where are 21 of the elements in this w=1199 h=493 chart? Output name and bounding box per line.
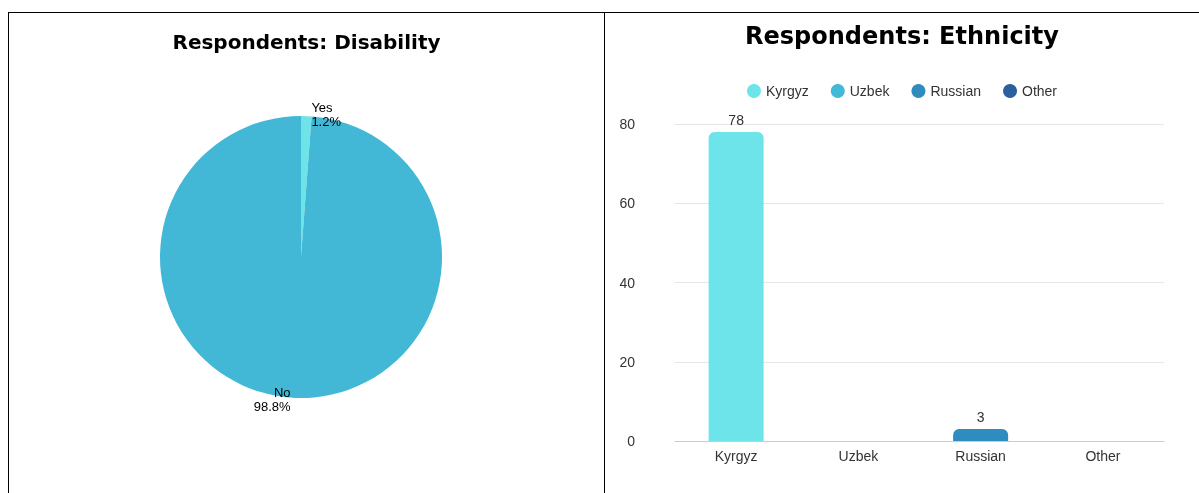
x-tick-label: Kyrgyz xyxy=(714,448,758,464)
legend-label: Russian xyxy=(930,83,982,99)
legend-label: Other xyxy=(1022,83,1058,99)
chart-title: Respondents: Disability xyxy=(172,30,441,54)
chart-title: Respondents: Ethnicity xyxy=(745,22,1060,50)
data-label: 78 xyxy=(728,111,745,128)
x-tick-label: Uzbek xyxy=(838,448,880,464)
x-tick-label: Russian xyxy=(955,448,1006,464)
legend-label: Kyrgyz xyxy=(765,83,809,99)
y-tick-label: 40 xyxy=(619,274,636,291)
y-tick-label: 80 xyxy=(619,116,636,132)
x-tick-label: Other xyxy=(1085,448,1121,464)
legend-label: Uzbek xyxy=(849,83,891,99)
slice-label: Yes xyxy=(311,99,334,115)
data-label: 98.8% xyxy=(253,399,292,415)
y-tick-label: 20 xyxy=(619,353,636,370)
slice-label: No xyxy=(273,385,291,401)
y-tick-label: 0 xyxy=(627,433,636,449)
data-label: 1.2% xyxy=(311,113,342,129)
y-tick-label: 60 xyxy=(619,195,636,212)
data-label: 3 xyxy=(976,409,985,426)
